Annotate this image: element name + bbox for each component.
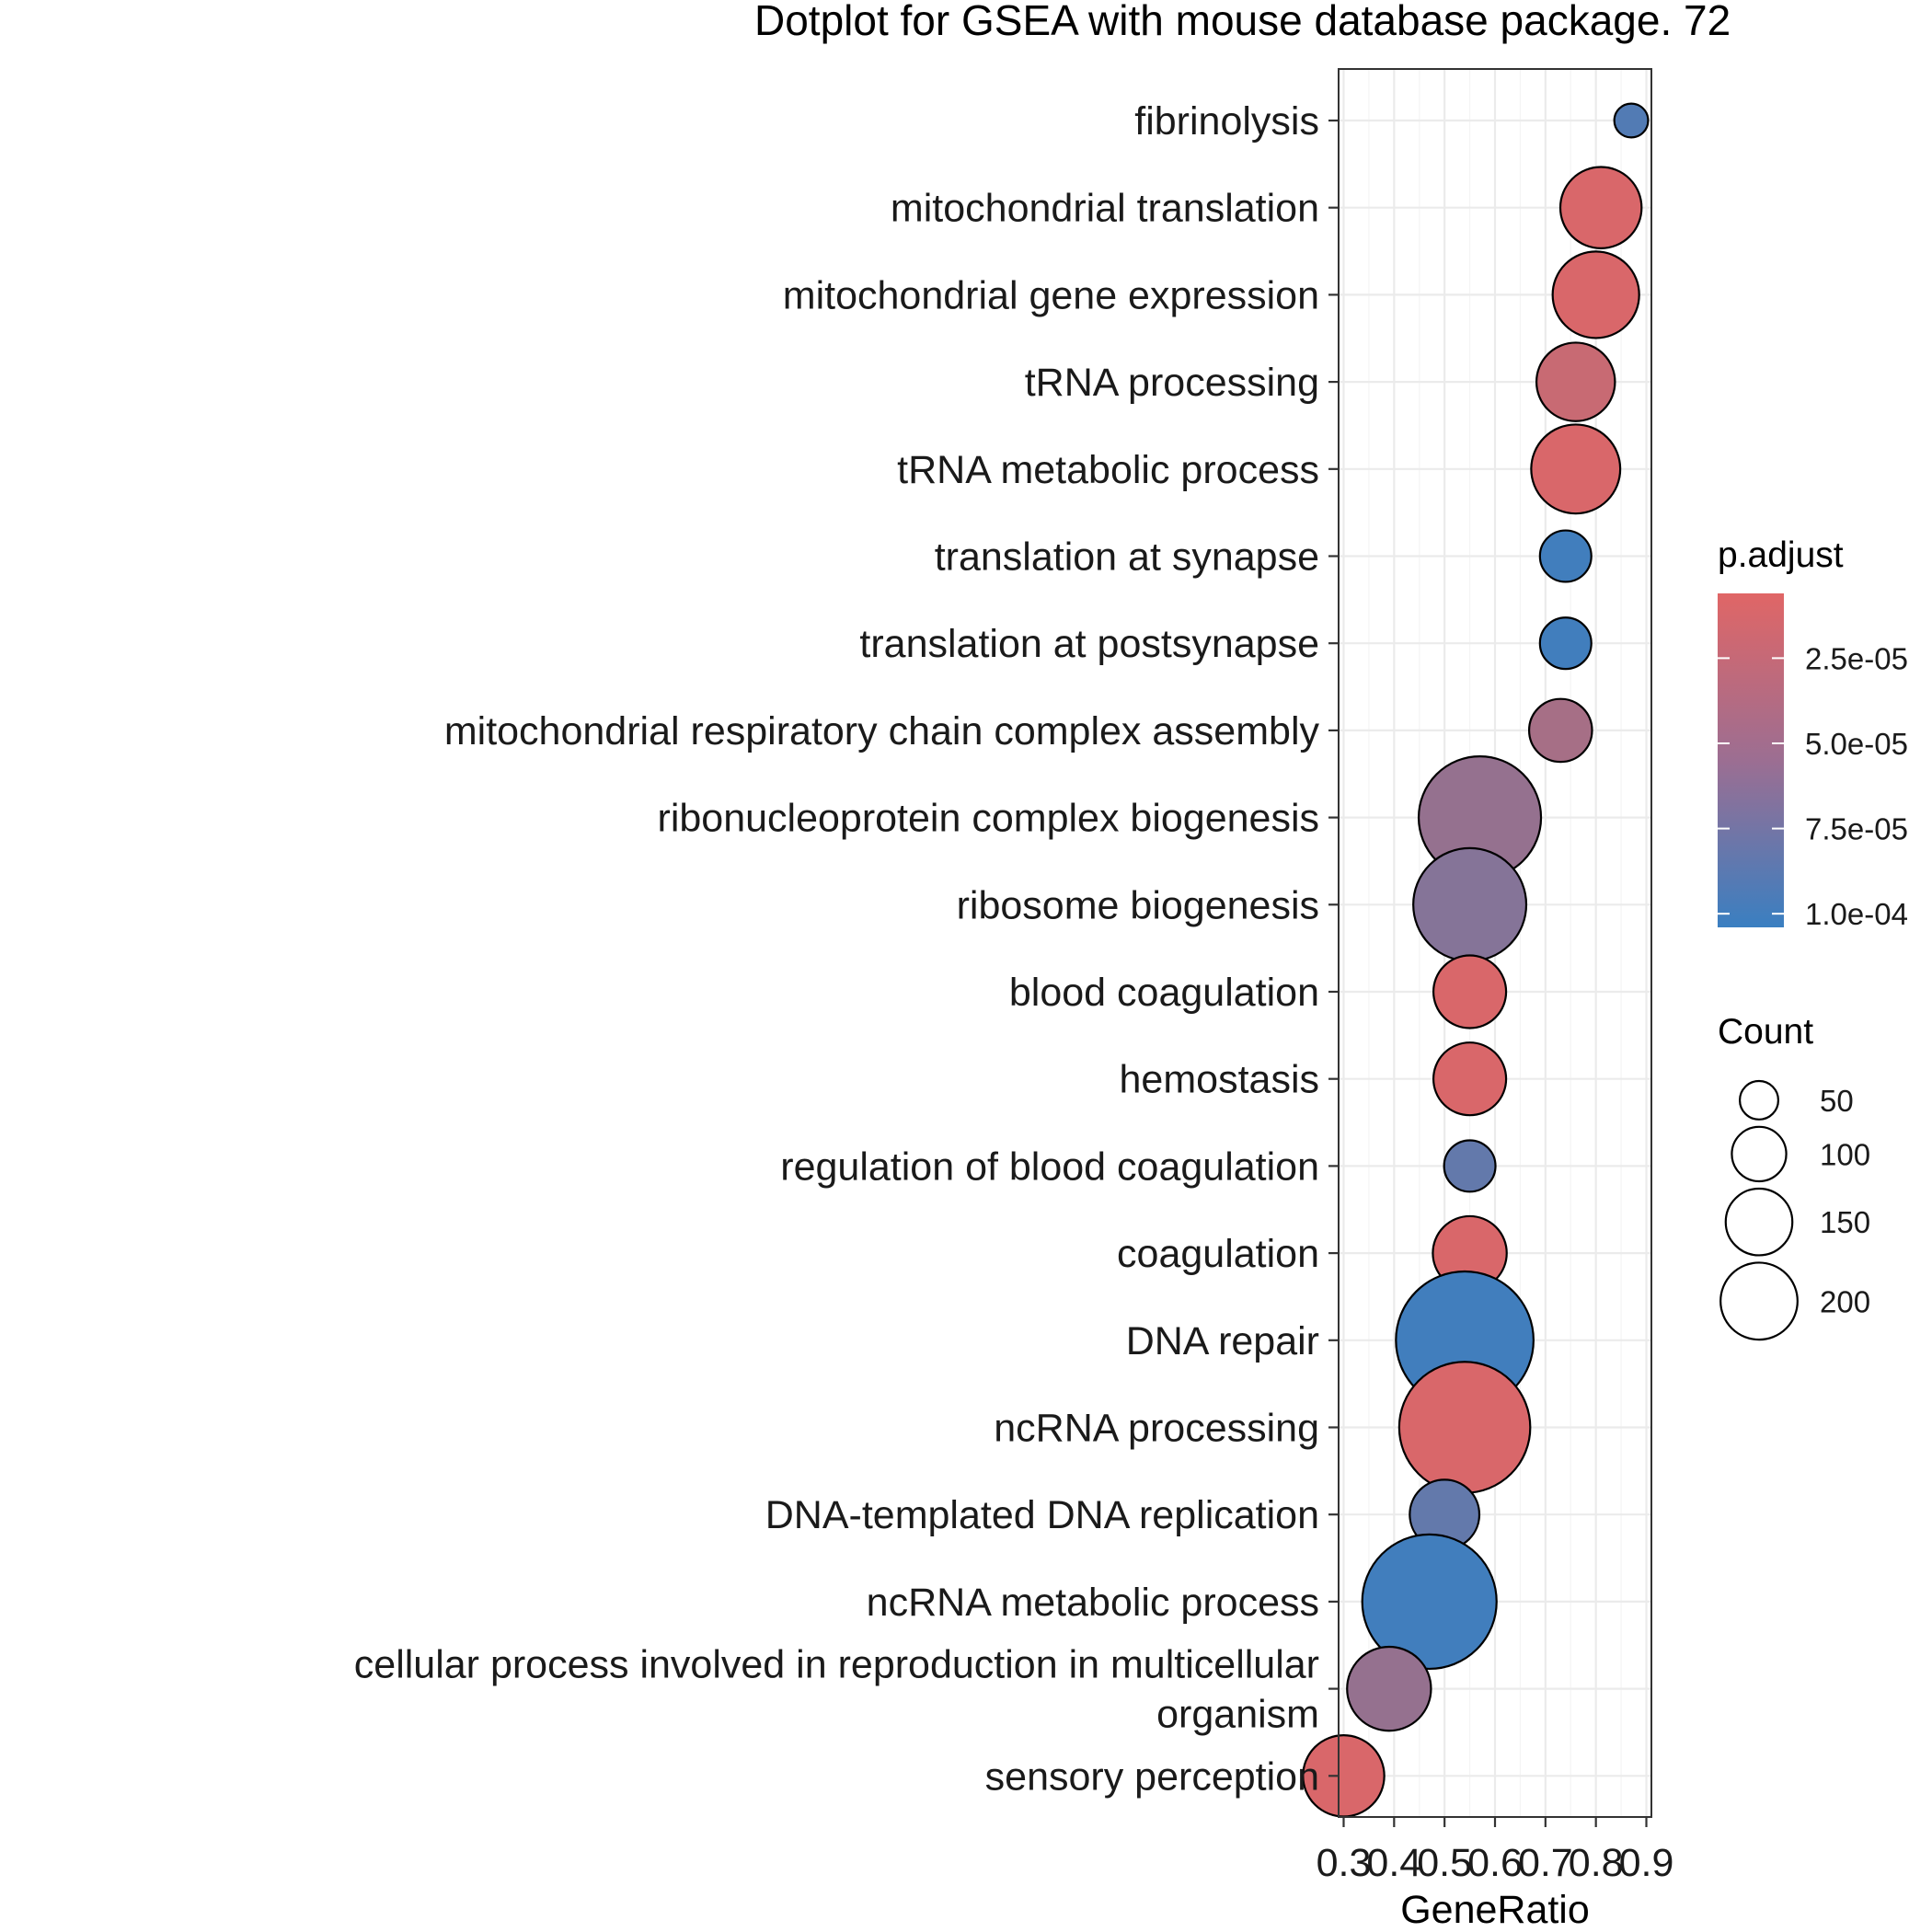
y-axis-category-label: ribosome biogenesis bbox=[957, 883, 1319, 927]
y-axis-category-label: mitochondrial gene expression bbox=[783, 273, 1319, 317]
data-point bbox=[1613, 102, 1650, 139]
y-axis-category-label: ribonucleoprotein complex biogenesis bbox=[658, 797, 1320, 841]
data-point bbox=[1346, 1645, 1432, 1732]
size-legend-circle bbox=[1731, 1125, 1788, 1183]
data-point bbox=[1397, 1361, 1532, 1494]
y-axis-category-label: ncRNA metabolic process bbox=[867, 1581, 1319, 1625]
y-axis-category-label: tRNA processing bbox=[1025, 361, 1319, 405]
x-axis-tick-label: 0.4 bbox=[1366, 1841, 1421, 1885]
color-legend-label: 7.5e-05 bbox=[1805, 812, 1908, 846]
color-legend-label: 5.0e-05 bbox=[1805, 727, 1908, 761]
x-axis-tick-label: 0.8 bbox=[1569, 1841, 1624, 1885]
data-point bbox=[1412, 846, 1528, 962]
data-point bbox=[1538, 616, 1593, 671]
y-axis-category-label: ncRNA processing bbox=[994, 1407, 1319, 1451]
color-legend-title: p.adjust bbox=[1718, 535, 1844, 575]
y-axis-category-label: coagulation bbox=[1117, 1232, 1319, 1276]
x-axis-tick-label: 0.3 bbox=[1317, 1841, 1372, 1885]
color-legend-bar bbox=[1718, 593, 1784, 927]
size-legend-items: 50 100 150 200 bbox=[1719, 1079, 1870, 1341]
data-point bbox=[1361, 1533, 1498, 1671]
data-point bbox=[1527, 697, 1593, 764]
y-axis-category-label: cellular process involved in reproductio… bbox=[354, 1643, 1319, 1737]
size-legend-label: 150 bbox=[1820, 1205, 1870, 1239]
y-axis-category-label: DNA repair bbox=[1126, 1319, 1319, 1363]
color-legend-ticks: 2.5e-05 5.0e-05 7.5e-05 1.0e-04 bbox=[1718, 641, 1908, 931]
data-point bbox=[1558, 166, 1643, 249]
y-axis-category-label: tRNA metabolic process bbox=[897, 448, 1319, 492]
data-point bbox=[1535, 341, 1616, 422]
y-axis-category-label: blood coagulation bbox=[1009, 971, 1319, 1015]
data-point bbox=[1530, 423, 1622, 515]
y-axis-category-label: fibrinolysis bbox=[1134, 99, 1319, 144]
y-axis-category-label: translation at postsynapse bbox=[859, 622, 1319, 666]
y-axis-category-label: regulation of blood coagulation bbox=[780, 1144, 1319, 1189]
color-legend-label: 1.0e-04 bbox=[1805, 897, 1908, 931]
size-legend-label: 200 bbox=[1820, 1284, 1870, 1318]
size-legend-label: 100 bbox=[1820, 1137, 1870, 1171]
chart-title: Dotplot for GSEA with mouse database pac… bbox=[754, 0, 1731, 44]
y-axis-category-label: sensory perception bbox=[985, 1754, 1319, 1799]
color-legend-label: 2.5e-05 bbox=[1805, 641, 1908, 675]
size-legend-title: Count bbox=[1718, 1012, 1813, 1052]
y-axis-category-label: mitochondrial respiratory chain complex … bbox=[444, 709, 1320, 753]
x-axis-title: GeneRatio bbox=[1400, 1888, 1590, 1932]
color-legend: p.adjust 2.5e-05 5.0e-05 7.5e-05 1.0e-04 bbox=[1718, 535, 1908, 931]
x-axis-tick-label: 0.9 bbox=[1619, 1841, 1674, 1885]
x-axis-tick-label: 0.7 bbox=[1518, 1841, 1573, 1885]
data-point bbox=[1432, 1041, 1508, 1117]
y-axis-category-label: translation at synapse bbox=[935, 535, 1319, 580]
size-legend-circle bbox=[1738, 1079, 1780, 1121]
y-axis-labels: fibrinolysis mitochondrial translation mit… bbox=[354, 99, 1339, 1799]
x-axis-tick-label: 0.6 bbox=[1467, 1841, 1523, 1885]
x-axis-ticks: 0.30.40.50.60.70.80.9 bbox=[1317, 1817, 1674, 1885]
data-point bbox=[1432, 954, 1508, 1029]
size-legend-circle bbox=[1719, 1261, 1799, 1341]
y-axis-category-label: mitochondrial translation bbox=[891, 187, 1319, 231]
data-points bbox=[1302, 102, 1650, 1818]
y-axis-category-label: hemostasis bbox=[1120, 1058, 1319, 1102]
data-point bbox=[1551, 250, 1640, 339]
y-axis-category-label: DNA-templated DNA replication bbox=[765, 1493, 1319, 1537]
x-axis-tick-label: 0.5 bbox=[1417, 1841, 1472, 1885]
data-point bbox=[1538, 529, 1593, 583]
size-legend: Count 50 100 150 200 bbox=[1718, 1012, 1870, 1341]
size-legend-circle bbox=[1724, 1187, 1794, 1257]
size-legend-label: 50 bbox=[1820, 1084, 1854, 1118]
data-point bbox=[1443, 1139, 1497, 1193]
